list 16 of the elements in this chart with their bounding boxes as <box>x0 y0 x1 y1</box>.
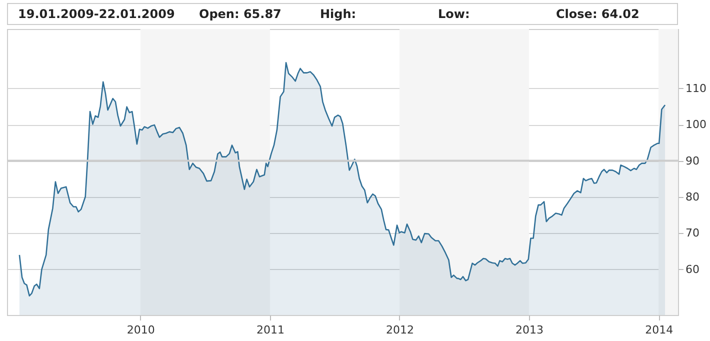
y-tick-label: 100 <box>686 118 706 132</box>
x-tick-label: 2010 <box>126 324 155 336</box>
y-tick-label: 60 <box>686 262 700 276</box>
text: Low: <box>438 7 470 21</box>
text: Close: 64.02 <box>556 7 640 21</box>
text: 19.01.2009-22.01.2009 <box>18 7 175 21</box>
y-tick-label: 90 <box>686 154 700 168</box>
text: High: <box>320 7 356 21</box>
y-tick-label: 70 <box>686 226 700 240</box>
text: Open: 65.87 <box>199 7 282 21</box>
x-tick-label: 2013 <box>516 324 544 336</box>
y-tick-label: 80 <box>686 190 700 204</box>
y-tick-label: 110 <box>686 82 706 95</box>
x-tick-label: 2014 <box>645 324 674 336</box>
x-tick-label: 2012 <box>386 324 414 336</box>
x-tick-label: 2011 <box>256 324 284 336</box>
